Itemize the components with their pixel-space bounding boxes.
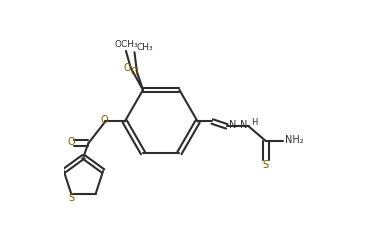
Text: O: O [130,67,138,77]
Text: O: O [100,115,108,125]
Text: H: H [251,118,257,127]
Text: S: S [68,193,74,203]
Text: O: O [67,137,75,147]
Text: OCH₃: OCH₃ [114,41,138,50]
Text: N: N [240,120,247,130]
Text: CH₃: CH₃ [137,43,154,52]
Text: O: O [124,63,131,73]
Text: NH₂: NH₂ [285,135,304,145]
Text: S: S [263,160,269,170]
Text: N: N [229,120,237,130]
